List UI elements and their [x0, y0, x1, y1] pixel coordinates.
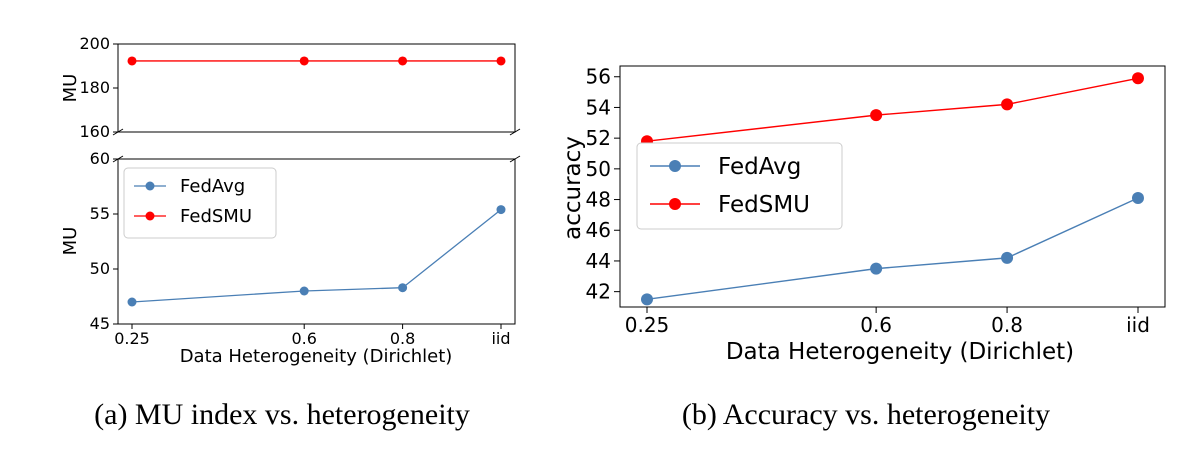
- chart-b-point-FedAvg: [1132, 192, 1144, 205]
- chart-a-lower-ytick-label: 55: [90, 204, 110, 223]
- chart-a-xlabel: Data Heterogeneity (Dirichlet): [180, 346, 453, 367]
- chart-a-point-FedSMU: [127, 56, 137, 66]
- chart-a-lower: 45 50 55 60: [90, 149, 516, 333]
- chart-b-point-FedSMU: [1001, 98, 1014, 111]
- chart-b-frame: [619, 65, 1166, 308]
- chart-b-point-FedSMU: [1132, 72, 1144, 85]
- caption-b: (b) Accuracy vs. heterogeneity: [682, 398, 1050, 431]
- chart-b-point-FedAvg: [870, 262, 883, 275]
- chart-b-ytick-label: 52: [586, 126, 611, 150]
- chart-a-legend-swatch-marker: [145, 181, 155, 191]
- chart-a-xtick-label: iid: [491, 329, 510, 348]
- chart-b-series-line-FedAvg: [646, 197, 1139, 301]
- chart-b-plot: 42 44 46 48 50 52 54 56: [586, 65, 1166, 308]
- chart-a-point-FedSMU: [496, 56, 506, 66]
- chart-a-legend: FedAvg FedSMU: [123, 167, 277, 239]
- chart-a-xticks: 0.25 0.6 0.8 iid: [114, 324, 511, 348]
- axis-break-marks: [112, 128, 521, 163]
- chart-b-ytick-label: 44: [586, 249, 611, 273]
- chart-a-legend-label: FedAvg: [180, 176, 245, 197]
- chart-b-legend-box: [636, 142, 843, 230]
- chart-b-ytick-label: 56: [586, 65, 611, 89]
- chart-a-upper-ytick-label: 180: [79, 78, 110, 97]
- chart-a-point-FedAvg: [398, 283, 408, 293]
- chart-b-series-line-FedSMU: [646, 77, 1139, 142]
- chart-a-series-line-FedAvg: [131, 209, 502, 303]
- chart-b-legend-label: FedSMU: [718, 192, 810, 218]
- chart-a-marks: [127, 56, 506, 307]
- chart-a-xtick-label: 0.25: [114, 329, 150, 348]
- chart-a-lower-ytick-label: 50: [90, 259, 110, 278]
- chart-b-ytick-label: 50: [586, 157, 611, 181]
- chart-b-xtick-label: iid: [1126, 313, 1150, 337]
- chart-a-point-FedAvg: [299, 286, 309, 296]
- chart-a-xtick-label: 0.6: [291, 329, 316, 348]
- chart-a-upper: 160 180 200: [79, 34, 516, 141]
- chart-b-ylabel: accuracy: [560, 136, 586, 240]
- chart-b-ytick-label: 54: [586, 95, 611, 119]
- chart-a-xtick-label: 0.8: [390, 329, 415, 348]
- chart-b-legend-label: FedAvg: [718, 154, 801, 180]
- chart-b-xtick-label: 0.6: [860, 313, 892, 337]
- chart-a-lower-ytick-label: 45: [90, 314, 110, 333]
- chart-a-point-FedSMU: [398, 56, 408, 66]
- chart-b-point-FedSMU: [870, 109, 883, 122]
- chart-b-xlabel: Data Heterogeneity (Dirichlet): [726, 339, 1074, 365]
- chart-b-legend: FedAvg FedSMU: [636, 142, 843, 230]
- chart-b-xtick-label: 0.8: [991, 313, 1023, 337]
- chart-b-xticks: 0.25 0.6 0.8 iid: [625, 307, 1150, 337]
- chart-a-lower-frame: [117, 158, 516, 325]
- chart-b-xtick-label: 0.25: [625, 313, 670, 337]
- chart-b-point-FedAvg: [641, 293, 653, 306]
- chart-b-legend-swatch-marker: [669, 198, 681, 210]
- chart-b-marks: [641, 72, 1144, 306]
- chart-a-point-FedSMU: [299, 56, 309, 66]
- chart-a-upper-frame: [117, 43, 516, 133]
- chart-b-ytick-label: 42: [586, 280, 611, 304]
- chart-a-legend-label: FedSMU: [180, 206, 252, 227]
- chart-b-ytick-label: 48: [586, 188, 611, 212]
- chart-b-legend-swatch-marker: [669, 160, 681, 172]
- chart-a-point-FedAvg: [127, 297, 137, 307]
- chart-b-ytick-label: 46: [586, 218, 611, 242]
- chart-a-legend-swatch-marker: [145, 211, 155, 221]
- chart-a-upper-ytick-label: 160: [79, 122, 110, 141]
- chart-b-point-FedAvg: [1001, 251, 1014, 264]
- caption-a: (a) MU index vs. heterogeneity: [94, 398, 470, 431]
- chart-a-lower-ylabel: MU: [60, 227, 81, 256]
- chart-a-upper-ylabel: MU: [60, 74, 81, 103]
- chart-a-upper-ytick-label: 200: [79, 34, 110, 53]
- chart-a-lower-ytick-label: 60: [90, 149, 110, 168]
- chart-a-point-FedAvg: [496, 205, 506, 215]
